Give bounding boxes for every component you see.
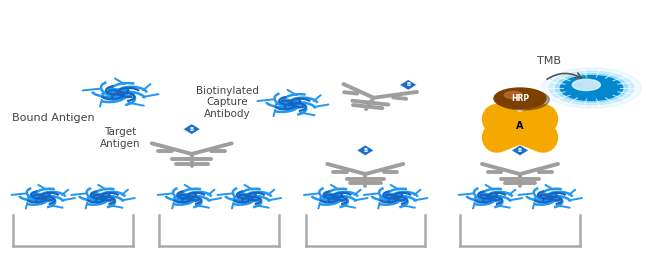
Circle shape	[541, 68, 642, 108]
Polygon shape	[357, 145, 374, 155]
Polygon shape	[183, 124, 200, 134]
Circle shape	[494, 88, 546, 109]
Circle shape	[560, 76, 623, 100]
Text: HRP: HRP	[511, 94, 529, 103]
Text: A: A	[516, 121, 524, 131]
Circle shape	[549, 71, 634, 105]
Text: B: B	[190, 127, 194, 132]
Text: TMB: TMB	[538, 56, 561, 66]
Text: Biotinylated
Capture
Antibody: Biotinylated Capture Antibody	[196, 86, 259, 119]
Circle shape	[497, 89, 549, 110]
Circle shape	[572, 79, 601, 90]
Text: B: B	[406, 82, 410, 87]
Circle shape	[556, 74, 627, 102]
Polygon shape	[512, 145, 528, 155]
Circle shape	[504, 91, 523, 99]
Text: Bound Antigen: Bound Antigen	[12, 113, 94, 123]
Text: Target
Antigen: Target Antigen	[100, 127, 140, 149]
Text: B: B	[363, 148, 367, 153]
Polygon shape	[400, 80, 417, 90]
Text: B: B	[518, 148, 522, 153]
